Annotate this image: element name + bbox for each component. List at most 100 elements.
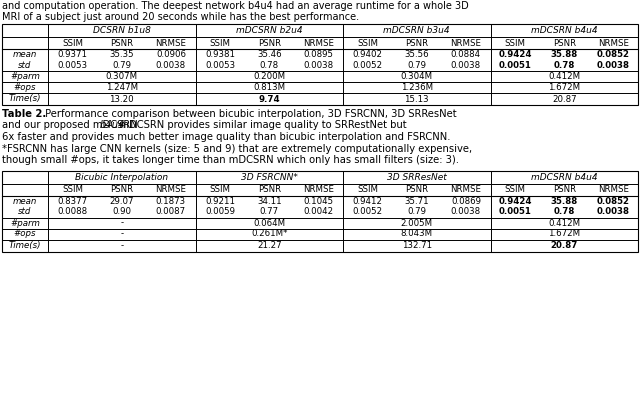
- Text: SSIM: SSIM: [357, 39, 378, 47]
- Bar: [2, 170, 638, 252]
- Text: 3D SRResNet: 3D SRResNet: [387, 172, 447, 181]
- Text: 2.005M: 2.005M: [401, 219, 433, 228]
- Text: PSNR: PSNR: [553, 185, 576, 194]
- Text: 0.0053: 0.0053: [58, 61, 88, 70]
- Text: 20.87: 20.87: [552, 94, 577, 103]
- Text: Table 2.: Table 2.: [2, 109, 46, 119]
- Text: 20.87: 20.87: [550, 241, 578, 250]
- Text: Bicubic Interpolation: Bicubic Interpolation: [75, 172, 168, 181]
- Text: 0.0852: 0.0852: [597, 197, 630, 205]
- Text: 0.0051: 0.0051: [499, 207, 532, 217]
- Text: 0.1045: 0.1045: [303, 197, 333, 205]
- Text: 0.78: 0.78: [554, 207, 575, 217]
- Text: mDCSRN b3u4: mDCSRN b3u4: [383, 26, 450, 35]
- Text: NRMSE: NRMSE: [451, 185, 481, 194]
- Text: 0.813M: 0.813M: [253, 83, 285, 92]
- Text: Performance comparison between bicubic interpolation, 3D FSRCNN, 3D SRResNet: Performance comparison between bicubic i…: [42, 109, 456, 119]
- Text: 35.71: 35.71: [404, 197, 429, 205]
- Text: PSNR: PSNR: [553, 39, 576, 47]
- Text: Time(s): Time(s): [9, 241, 41, 250]
- Text: 0.0852: 0.0852: [597, 50, 630, 59]
- Text: 0.261M*: 0.261M*: [251, 230, 287, 238]
- Text: 0.064M: 0.064M: [253, 219, 285, 228]
- Text: 0.0906: 0.0906: [156, 50, 186, 59]
- Text: 0.78: 0.78: [554, 61, 575, 70]
- Text: 132.71: 132.71: [402, 241, 432, 250]
- Text: 8.043M: 8.043M: [401, 230, 433, 238]
- Text: 6x faster and provides much better image quality than bicubic interpolation and : 6x faster and provides much better image…: [2, 132, 451, 142]
- Text: #ops: #ops: [13, 83, 36, 92]
- Text: 0.9424: 0.9424: [499, 50, 532, 59]
- Text: SSIM: SSIM: [504, 185, 525, 194]
- Text: though small #ops, it takes longer time than mDCSRN which only has small filters: though small #ops, it takes longer time …: [2, 155, 459, 165]
- Text: SSIM: SSIM: [62, 39, 83, 47]
- Text: -: -: [120, 241, 124, 250]
- Text: 0.79: 0.79: [407, 207, 426, 217]
- Text: SSIM: SSIM: [62, 185, 83, 194]
- Text: MRI of a subject just around 20 seconds while has the best performance.: MRI of a subject just around 20 seconds …: [2, 12, 359, 22]
- Text: 0.0051: 0.0051: [499, 61, 532, 70]
- Text: 35.88: 35.88: [550, 50, 578, 59]
- Text: mDCSRN b4u4: mDCSRN b4u4: [531, 172, 598, 181]
- Text: 0.0038: 0.0038: [597, 207, 630, 217]
- Text: 35.35: 35.35: [109, 50, 134, 59]
- Text: 0.200M: 0.200M: [253, 72, 285, 81]
- Text: 0.0038: 0.0038: [451, 207, 481, 217]
- Text: 0.77: 0.77: [260, 207, 279, 217]
- Text: 0.0038: 0.0038: [303, 61, 333, 70]
- Text: Time(s): Time(s): [9, 94, 41, 103]
- Text: NRMSE: NRMSE: [451, 39, 481, 47]
- Text: and our proposed mDCSRN: and our proposed mDCSRN: [2, 121, 141, 131]
- Text: 0.8377: 0.8377: [58, 197, 88, 205]
- Text: 0.78: 0.78: [260, 61, 279, 70]
- Text: 0.0038: 0.0038: [597, 61, 630, 70]
- Text: 0.79: 0.79: [407, 61, 426, 70]
- Text: 0.9211: 0.9211: [205, 197, 235, 205]
- Text: mean: mean: [13, 50, 37, 59]
- Text: 21.27: 21.27: [257, 241, 282, 250]
- Text: SSIM: SSIM: [209, 185, 230, 194]
- Text: 0.307M: 0.307M: [106, 72, 138, 81]
- Text: 1.672M: 1.672M: [548, 83, 580, 92]
- Text: NRMSE: NRMSE: [598, 185, 629, 194]
- Text: 0.9424: 0.9424: [499, 197, 532, 205]
- Text: 0.0088: 0.0088: [58, 207, 88, 217]
- Text: NRMSE: NRMSE: [303, 39, 334, 47]
- Text: 0.412M: 0.412M: [548, 219, 580, 228]
- Text: 0.0038: 0.0038: [156, 61, 186, 70]
- Text: NRMSE: NRMSE: [303, 185, 334, 194]
- Text: #parm: #parm: [10, 219, 40, 228]
- Text: NRMSE: NRMSE: [598, 39, 629, 47]
- Text: mDCSRN b2u4: mDCSRN b2u4: [236, 26, 303, 35]
- Bar: [2, 24, 638, 105]
- Text: 35.56: 35.56: [404, 50, 429, 59]
- Text: 0.0059: 0.0059: [205, 207, 235, 217]
- Text: PSNR: PSNR: [405, 185, 428, 194]
- Text: SSIM: SSIM: [504, 39, 525, 47]
- Text: 0.79: 0.79: [112, 61, 131, 70]
- Text: PSNR: PSNR: [258, 185, 281, 194]
- Text: -: -: [120, 230, 124, 238]
- Text: 0.412M: 0.412M: [548, 72, 580, 81]
- Text: PSNR: PSNR: [258, 39, 281, 47]
- Text: 34.11: 34.11: [257, 197, 282, 205]
- Text: SSIM: SSIM: [357, 185, 378, 194]
- Text: . mDCSRN provides similar image quality to SRRestNet but: . mDCSRN provides similar image quality …: [113, 121, 406, 131]
- Text: 0.0884: 0.0884: [451, 50, 481, 59]
- Text: 0.0895: 0.0895: [303, 50, 333, 59]
- Text: 0.9381: 0.9381: [205, 50, 235, 59]
- Text: 35.46: 35.46: [257, 50, 282, 59]
- Text: 1.247M: 1.247M: [106, 83, 138, 92]
- Text: 0.0087: 0.0087: [156, 207, 186, 217]
- Text: 0.0869: 0.0869: [451, 197, 481, 205]
- Text: PSNR: PSNR: [405, 39, 428, 47]
- Text: 1.672M: 1.672M: [548, 230, 580, 238]
- Text: #ops: #ops: [13, 230, 36, 238]
- Text: 0.304M: 0.304M: [401, 72, 433, 81]
- Text: std: std: [19, 61, 32, 70]
- Text: mean: mean: [13, 197, 37, 205]
- Text: 0.9412: 0.9412: [353, 197, 383, 205]
- Text: 0.0042: 0.0042: [303, 207, 333, 217]
- Text: 15.13: 15.13: [404, 94, 429, 103]
- Text: and computation operation. The deepest network b4u4 had an average runtime for a: and computation operation. The deepest n…: [2, 1, 468, 11]
